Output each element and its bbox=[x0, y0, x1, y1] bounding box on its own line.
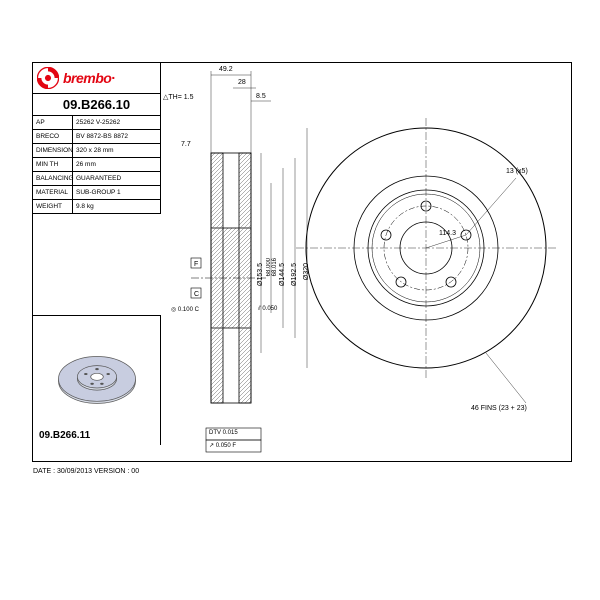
spec-row: MATERIALSUB-GROUP 1 bbox=[33, 186, 160, 200]
dim-bolt: 13 (x5) bbox=[506, 168, 528, 175]
technical-drawing: F C bbox=[161, 63, 571, 461]
spec-row: BRECOBV 8872-BS 8872 bbox=[33, 130, 160, 144]
spec-table: AP25262 V-25262BRECOBV 8872-BS 8872DIMEN… bbox=[33, 116, 161, 214]
spec-label: BRECO bbox=[33, 130, 73, 143]
brand-text: brembo bbox=[63, 70, 111, 86]
dim-thickness: 28 bbox=[238, 79, 246, 86]
dim-fins: 46 FINS (23 + 23) bbox=[471, 405, 527, 412]
spec-label: AP bbox=[33, 116, 73, 129]
drawing-frame: brembo . 09.B266.10 AP25262 V-25262BRECO… bbox=[32, 62, 572, 462]
variant-part-number: 09.B266.11 bbox=[39, 430, 90, 441]
dim-d3: Ø144.5 bbox=[279, 263, 286, 286]
spec-value: BV 8872-BS 8872 bbox=[73, 130, 160, 143]
spec-label: DIMENSION bbox=[33, 144, 73, 157]
spec-value: SUB-GROUP 1 bbox=[73, 186, 160, 199]
dim-d2: 68.000 68.016 bbox=[266, 258, 278, 276]
spec-label: WEIGHT bbox=[33, 200, 73, 213]
spec-value: 25262 V-25262 bbox=[73, 116, 160, 129]
dim-side: 7.7 bbox=[181, 141, 191, 148]
spec-value: 9.8 kg bbox=[73, 200, 160, 213]
part-number: 09.B266.10 bbox=[33, 94, 161, 116]
svg-text:F: F bbox=[194, 261, 198, 268]
brembo-icon bbox=[37, 67, 59, 89]
dim-offset: 8.5 bbox=[256, 93, 266, 100]
dim-pcd: 114.3 bbox=[439, 230, 456, 237]
spec-row: DIMENSION320 x 28 mm bbox=[33, 144, 160, 158]
spec-row: AP25262 V-25262 bbox=[33, 116, 160, 130]
spec-label: BALANCING bbox=[33, 172, 73, 185]
brand-logo-row: brembo . bbox=[33, 63, 161, 94]
dim-tol2: ⫽ 0.050 bbox=[258, 306, 277, 313]
dim-runout: ↗ 0.050 F bbox=[209, 442, 236, 449]
svg-text:C: C bbox=[194, 291, 199, 298]
spec-row: MIN TH26 mm bbox=[33, 158, 160, 172]
dim-delta-th: △TH= 1.5 bbox=[163, 93, 193, 101]
footer-date: DATE : 30/09/2013 VERSION : 00 bbox=[33, 468, 139, 475]
dim-top-width: 49.2 bbox=[219, 66, 233, 73]
spec-row: WEIGHT9.8 kg bbox=[33, 200, 160, 214]
dim-d1: Ø153.5 bbox=[257, 263, 264, 286]
spec-label: MATERIAL bbox=[33, 186, 73, 199]
dim-d4: Ø192.5 bbox=[291, 263, 298, 286]
dim-dtv: DTV 0.015 bbox=[209, 430, 238, 436]
dim-tol1: ◎ 0.100 C bbox=[171, 306, 199, 313]
spec-value: 320 x 28 mm bbox=[73, 144, 160, 157]
spec-value: 26 mm bbox=[73, 158, 160, 171]
dim-d5: Ø320 bbox=[303, 263, 310, 280]
disc-thumbnail-icon bbox=[53, 346, 141, 416]
spec-value: GUARANTEED bbox=[73, 172, 160, 185]
spec-label: MIN TH bbox=[33, 158, 73, 171]
variant-box: 09.B266.11 bbox=[33, 315, 161, 445]
spec-row: BALANCINGGUARANTEED bbox=[33, 172, 160, 186]
